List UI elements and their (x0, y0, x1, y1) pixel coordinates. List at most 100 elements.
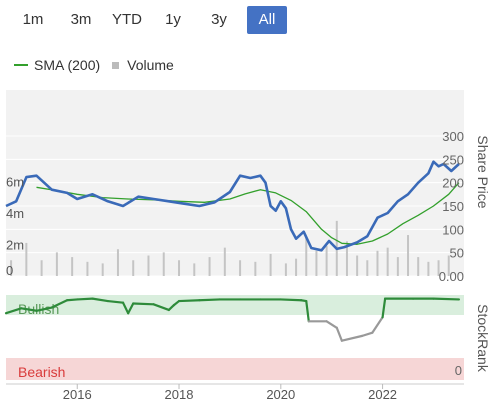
volume-bar (284, 263, 287, 276)
stockrank-segment (65, 298, 79, 302)
volume-legend-label: Volume (127, 57, 174, 73)
x-axis-ticks: 2016 2018 2020 2022 (63, 384, 397, 402)
volume-bar (417, 257, 420, 276)
volume-bar (295, 258, 298, 276)
stockrank-segment (340, 334, 364, 342)
legend: SMA (200) Volume (14, 57, 174, 73)
stockrank-axis-label: StockRank (475, 304, 490, 373)
volume-bar (147, 255, 150, 276)
stockrank-zero-tick: 0 (455, 363, 462, 378)
x-tick-label: 2016 (63, 387, 92, 402)
volume-bar (325, 246, 328, 276)
volume-bar (193, 263, 196, 276)
range-button-3y[interactable]: 3y (211, 11, 227, 28)
price-tick-label: 200 (442, 176, 464, 191)
price-tick-label: 50 (450, 246, 464, 261)
stockrank-segment (371, 316, 384, 334)
volume-tick-label: 6m (6, 175, 24, 190)
stockrank-segment (167, 304, 176, 312)
volume-bar (86, 261, 89, 276)
price-tick-label: 150 (442, 199, 464, 214)
price-tick-label: 0.00 (439, 269, 464, 284)
volume-bar (447, 255, 450, 276)
sma-legend-swatch (14, 64, 28, 66)
stockrank-segment (91, 297, 109, 303)
price-lines (5, 160, 460, 252)
volume-bar (208, 257, 211, 276)
stockrank-segment (76, 297, 94, 301)
volume-legend-swatch (112, 61, 120, 69)
volume-bar (132, 260, 135, 276)
volume-bar (40, 260, 43, 276)
volume-bar (178, 260, 181, 276)
price-axis-ticks: 0.00 50 100 150 200 250 300 (439, 129, 464, 284)
sma-legend-label: SMA (200) (34, 57, 101, 73)
volume-bar (162, 252, 165, 276)
stockrank-segment (132, 302, 155, 306)
stockrank-segment (4, 307, 23, 315)
volume-bar (116, 249, 119, 276)
stockrank-segment (432, 297, 461, 301)
volume-bar (55, 252, 58, 276)
volume-bars (10, 220, 450, 276)
sma-line (36, 182, 460, 245)
stockrank-segment (121, 301, 130, 315)
range-button-all[interactable]: All (247, 6, 287, 34)
volume-bar (305, 236, 308, 276)
stockrank-segment (305, 299, 310, 323)
x-tick-label: 2022 (368, 387, 397, 402)
stockrank-segment (50, 299, 69, 309)
volume-bar (25, 242, 28, 276)
range-selector: 1m 3m YTD 1y 3y All (8, 6, 298, 36)
stockrank-segment (381, 297, 387, 319)
volume-bar (356, 255, 359, 276)
x-tick-label: 2020 (266, 387, 295, 402)
stockrank-segment (177, 299, 201, 303)
volume-tick-label: 2m (6, 238, 24, 253)
volume-bar (407, 235, 410, 276)
volume-bar (427, 261, 430, 276)
stockrank-segment (152, 303, 170, 312)
volume-tick-label: 4m (6, 206, 24, 221)
bearish-band (6, 358, 464, 380)
stockrank-segment (279, 298, 303, 302)
stockrank-segment (106, 299, 125, 304)
price-tick-label: 100 (442, 222, 464, 237)
volume-bar (376, 250, 379, 276)
volume-tick-label-zero: 0 (6, 263, 13, 278)
volume-bar (239, 260, 242, 276)
bullish-band (6, 295, 464, 315)
range-button-1m[interactable]: 1m (22, 11, 44, 28)
stockrank-segment (361, 331, 374, 337)
volume-bar (396, 257, 399, 276)
volume-bar (345, 241, 348, 276)
volume-bar (315, 250, 318, 276)
volume-bar (223, 247, 226, 276)
volume-bar (437, 260, 440, 276)
bullish-label: Bullish (18, 301, 59, 317)
stockrank-line (4, 297, 461, 342)
volume-bar (366, 260, 369, 276)
bearish-label: Bearish (18, 364, 65, 380)
price-gridlines (6, 135, 464, 277)
stockrank-segment (325, 320, 338, 329)
volume-axis-ticks: 2m 4m 6m 0 (6, 175, 24, 279)
range-button-3m[interactable]: 3m (70, 11, 92, 28)
range-button-ytd[interactable]: YTD (112, 11, 142, 28)
volume-bar (10, 260, 13, 276)
stockrank-segment (20, 307, 38, 312)
volume-bar (101, 263, 104, 276)
share-price-line (5, 160, 460, 252)
stockrank-segment (35, 306, 53, 312)
share-price-axis-label: Share Price (475, 135, 490, 208)
stockrank-segment (198, 298, 221, 302)
volume-bar (254, 261, 257, 276)
range-button-1y[interactable]: 1y (165, 11, 181, 28)
x-tick-label: 2018 (165, 387, 194, 402)
price-tick-label: 250 (442, 152, 464, 167)
volume-bar (269, 253, 272, 276)
stockrank-segment (335, 326, 343, 342)
volume-bar (71, 257, 74, 276)
price-tick-label: 300 (442, 129, 464, 144)
